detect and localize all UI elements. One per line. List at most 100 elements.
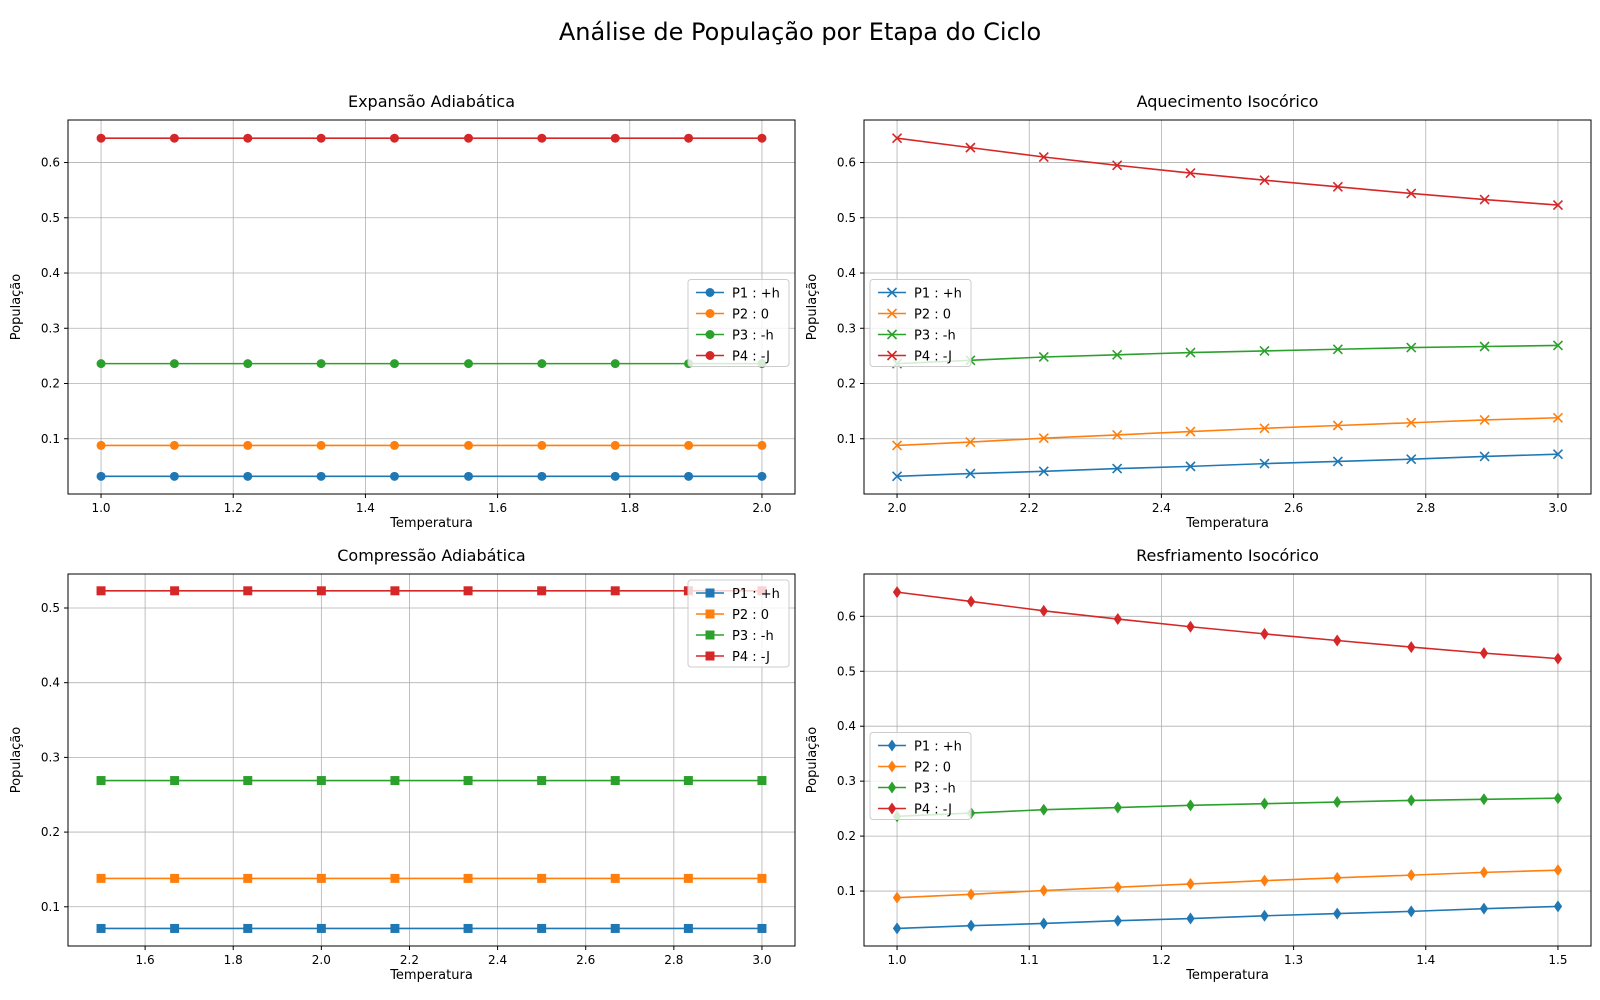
legend-marker bbox=[886, 287, 898, 298]
y-axis-label: População bbox=[805, 727, 820, 794]
data-point bbox=[684, 440, 694, 450]
data-point bbox=[757, 440, 767, 450]
data-point bbox=[537, 133, 547, 143]
x-tick-label: 2.2 bbox=[1020, 501, 1039, 515]
data-point bbox=[96, 873, 106, 883]
data-point bbox=[1259, 423, 1270, 434]
y-tick-label: 0.1 bbox=[41, 900, 60, 914]
data-point bbox=[1407, 794, 1416, 807]
data-point bbox=[537, 923, 547, 933]
x-tick-label: 1.6 bbox=[488, 501, 507, 515]
data-point bbox=[243, 586, 253, 596]
data-point bbox=[243, 440, 253, 450]
y-tick-label: 0.5 bbox=[41, 211, 60, 225]
legend-label: P3 : -h bbox=[914, 329, 956, 344]
legend-label: P1 : +h bbox=[914, 740, 962, 755]
legend-label: P3 : -h bbox=[732, 329, 774, 344]
x-tick-label: 1.1 bbox=[1020, 953, 1039, 967]
legend: P1 : +h P2 : 0 P3 : -h P4 : -J bbox=[687, 279, 790, 367]
y-tick-label: 0.6 bbox=[41, 156, 60, 170]
data-point bbox=[1333, 796, 1342, 809]
y-tick-label: 0.4 bbox=[41, 266, 60, 280]
data-point bbox=[1479, 194, 1490, 205]
legend-label: P2 : 0 bbox=[732, 608, 769, 623]
series-line-3 bbox=[897, 797, 1558, 818]
data-point bbox=[757, 776, 767, 786]
chart-panel-4: 1.0 1.1 1.2 1.3 1.4 1.5 0.1 0.2 0.3 0.4 0.5 0.6 Resf… bbox=[805, 546, 1592, 983]
x-tick-label: 1.4 bbox=[356, 501, 375, 515]
data-point bbox=[1113, 801, 1122, 814]
x-tick-label: 2.0 bbox=[887, 501, 906, 515]
panel-title: Expansão Adiabática bbox=[348, 92, 515, 111]
data-point bbox=[463, 873, 473, 883]
chart-panel-1: 1.0 1.2 1.4 1.6 1.8 2.0 0.1 0.2 0.3 0.4 0.5 0.6 Expa… bbox=[9, 92, 796, 531]
data-point bbox=[316, 586, 326, 596]
legend-marker bbox=[705, 588, 715, 598]
data-point bbox=[1112, 463, 1123, 474]
data-point bbox=[610, 440, 620, 450]
data-point bbox=[1112, 160, 1123, 171]
data-point bbox=[1113, 914, 1122, 927]
legend-label: P3 : -h bbox=[914, 782, 956, 797]
data-point bbox=[169, 471, 179, 481]
data-point bbox=[169, 440, 179, 450]
series-line-4 bbox=[896, 591, 1559, 660]
legend-label: P4 : -J bbox=[914, 803, 952, 818]
legend-box bbox=[869, 279, 972, 367]
data-point bbox=[1406, 454, 1417, 465]
data-point bbox=[316, 873, 326, 883]
data-point bbox=[463, 586, 473, 596]
x-tick-label: 1.8 bbox=[620, 501, 639, 515]
data-point bbox=[96, 586, 106, 596]
data-point bbox=[1553, 900, 1563, 913]
y-tick-label: 0.5 bbox=[837, 664, 856, 678]
data-point bbox=[243, 776, 253, 786]
y-tick-label: 0.6 bbox=[837, 156, 856, 170]
x-tick-label: 1.6 bbox=[136, 953, 155, 967]
data-point bbox=[1259, 458, 1270, 469]
panel-title: Resfriamento Isocórico bbox=[1136, 546, 1319, 565]
data-point bbox=[1038, 466, 1049, 477]
data-point bbox=[1479, 793, 1489, 806]
data-point bbox=[1038, 433, 1049, 444]
data-point bbox=[1406, 342, 1417, 353]
data-point bbox=[610, 776, 620, 786]
x-axis-label: Temperatura bbox=[389, 516, 473, 531]
data-point bbox=[610, 359, 620, 369]
data-point bbox=[1113, 613, 1122, 626]
x-tick-label: 3.0 bbox=[1548, 501, 1567, 515]
x-tick-label: 1.3 bbox=[1284, 953, 1303, 967]
data-point bbox=[390, 873, 400, 883]
y-tick-label: 0.2 bbox=[41, 825, 60, 839]
data-point bbox=[1479, 341, 1490, 352]
x-tick-label: 2.4 bbox=[488, 953, 507, 967]
x-tick-label: 1.0 bbox=[91, 501, 110, 515]
data-point bbox=[610, 586, 620, 596]
data-point bbox=[96, 133, 106, 143]
data-point bbox=[1260, 797, 1269, 810]
data-point bbox=[891, 471, 903, 482]
legend-marker bbox=[705, 609, 715, 619]
data-point bbox=[464, 359, 474, 369]
legend-label: P4 : -J bbox=[732, 650, 770, 665]
x-tick-label: 2.0 bbox=[752, 501, 771, 515]
data-point bbox=[684, 133, 694, 143]
data-point bbox=[757, 873, 767, 883]
legend-label: P4 : -J bbox=[732, 350, 770, 365]
data-point bbox=[1185, 426, 1196, 437]
data-point bbox=[610, 923, 620, 933]
y-tick-label: 0.2 bbox=[837, 829, 856, 843]
data-point bbox=[1038, 151, 1049, 163]
y-tick-label: 0.3 bbox=[41, 321, 60, 335]
data-point bbox=[316, 440, 326, 450]
data-point bbox=[1479, 866, 1489, 879]
x-tick-label: 1.2 bbox=[1152, 953, 1171, 967]
panel-title: Aquecimento Isocórico bbox=[1137, 92, 1319, 111]
data-point bbox=[683, 873, 693, 883]
legend-marker bbox=[887, 760, 897, 773]
legend-box bbox=[869, 732, 972, 820]
data-point bbox=[1185, 167, 1196, 179]
x-tick-label: 2.6 bbox=[1284, 501, 1303, 515]
data-point bbox=[1553, 864, 1563, 877]
data-point bbox=[537, 440, 547, 450]
